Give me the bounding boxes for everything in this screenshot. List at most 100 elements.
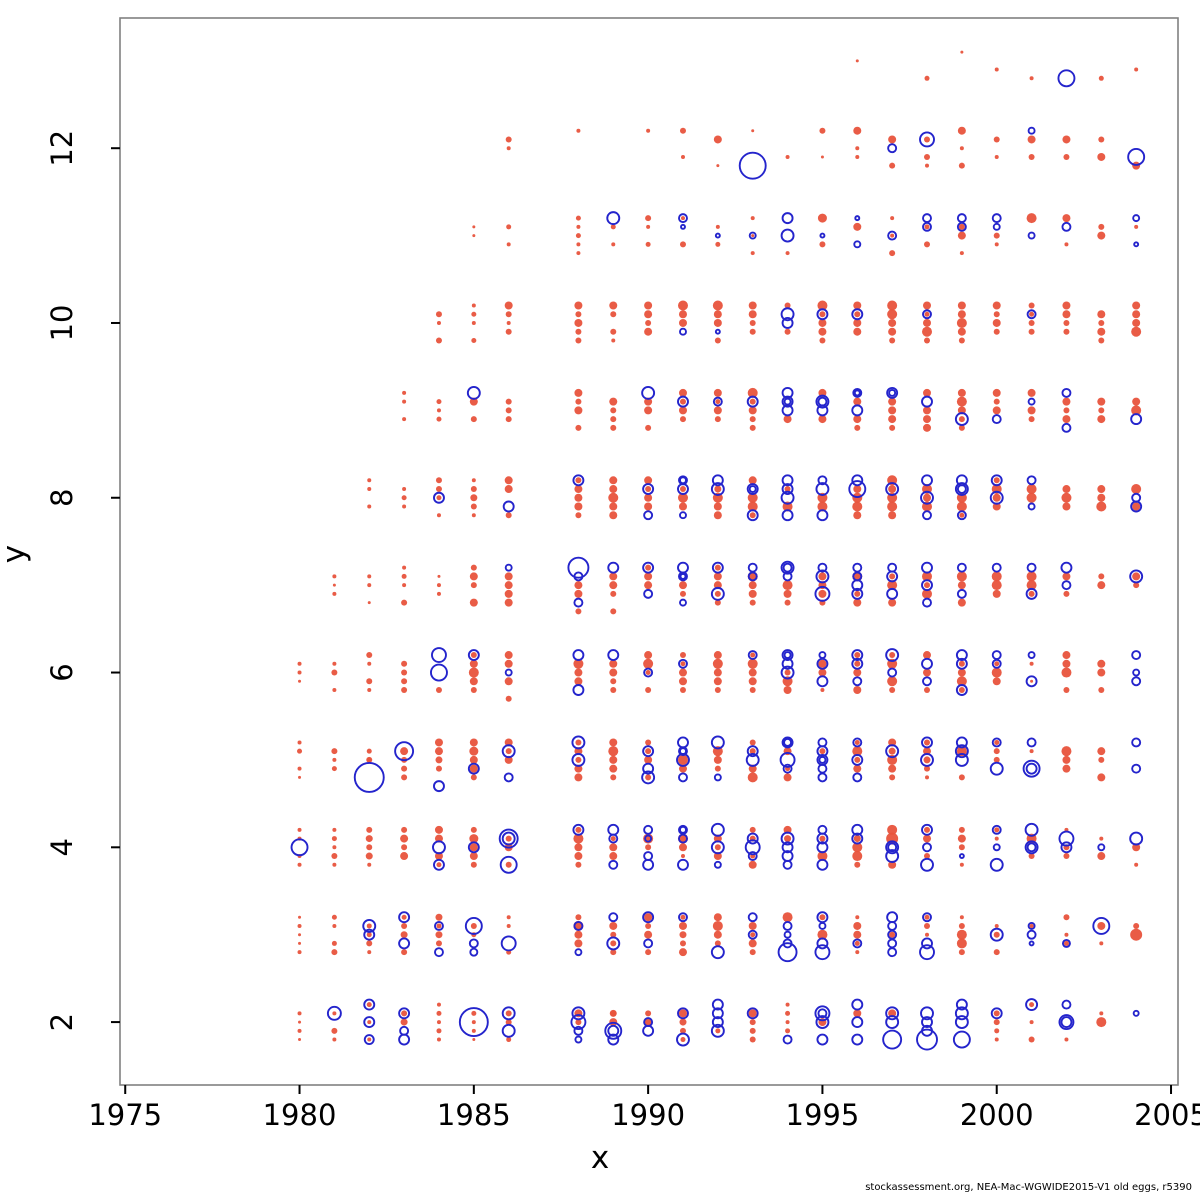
negative-residual-bubble — [679, 327, 687, 336]
positive-residual-bubble — [785, 1002, 790, 1007]
positive-residual-bubble — [610, 407, 617, 414]
positive-residual-bubble — [575, 756, 582, 763]
positive-residual-bubble — [818, 318, 827, 327]
positive-residual-bubble — [924, 914, 930, 920]
positive-residual-bubble — [610, 1010, 617, 1017]
negative-residual-bubble — [570, 1014, 587, 1031]
negative-residual-bubble — [921, 823, 933, 836]
positive-residual-bubble — [923, 834, 932, 843]
positive-residual-bubble — [853, 668, 862, 677]
negative-residual-bubble — [747, 851, 758, 861]
positive-residual-bubble — [680, 661, 686, 667]
positive-residual-bubble — [853, 764, 862, 773]
negative-residual-bubble — [955, 736, 968, 749]
positive-residual-bubble — [575, 233, 581, 239]
positive-residual-bubble — [610, 224, 616, 230]
positive-residual-bubble — [887, 676, 898, 687]
positive-residual-bubble — [645, 319, 652, 326]
positive-residual-bubble — [1029, 311, 1035, 317]
positive-residual-bubble — [367, 1020, 372, 1025]
positive-residual-bubble — [785, 1010, 791, 1016]
negative-residual-bubble — [885, 849, 900, 863]
positive-residual-bubble — [924, 136, 931, 143]
negative-residual-bubble — [1061, 221, 1072, 232]
positive-residual-bubble — [956, 317, 967, 328]
negative-residual-bubble — [782, 763, 793, 774]
negative-residual-bubble — [815, 394, 830, 409]
positive-residual-bubble — [506, 320, 511, 325]
negative-residual-bubble — [504, 668, 513, 677]
positive-residual-bubble — [888, 135, 897, 144]
positive-residual-bubble — [402, 487, 407, 492]
positive-residual-bubble — [817, 851, 828, 862]
negative-residual-bubble — [885, 1015, 900, 1030]
positive-residual-bubble — [645, 241, 651, 247]
negative-residual-bubble — [852, 938, 863, 949]
negative-residual-bubble — [643, 588, 654, 599]
negative-residual-bubble — [885, 648, 900, 663]
positive-residual-bubble — [610, 590, 617, 597]
positive-residual-bubble — [1062, 214, 1071, 223]
negative-residual-bubble — [989, 490, 1004, 505]
negative-residual-bubble — [852, 737, 863, 748]
positive-residual-bubble — [505, 328, 512, 335]
positive-residual-bubble — [749, 416, 756, 423]
positive-residual-bubble — [1132, 310, 1141, 319]
negative-residual-bubble — [746, 745, 759, 758]
positive-residual-bubble — [332, 862, 337, 867]
x-tick-label: 2005 — [1134, 1098, 1200, 1132]
positive-residual-bubble — [645, 844, 652, 851]
positive-residual-bubble — [784, 328, 791, 335]
positive-residual-bubble — [678, 921, 687, 930]
positive-residual-bubble — [469, 755, 478, 764]
positive-residual-bubble — [610, 416, 617, 423]
negative-residual-bubble — [1061, 422, 1072, 433]
positive-residual-bubble — [887, 309, 898, 320]
positive-residual-bubble — [1026, 213, 1037, 224]
positive-residual-bubble — [436, 583, 441, 588]
positive-residual-bubble — [435, 486, 442, 493]
positive-residual-bubble — [993, 931, 1000, 938]
positive-residual-bubble — [366, 1002, 372, 1008]
negative-residual-bubble — [816, 1033, 829, 1046]
negative-residual-bubble — [1129, 831, 1144, 846]
positive-residual-bubble — [505, 416, 512, 423]
positive-residual-bubble — [1097, 747, 1106, 756]
positive-residual-bubble — [958, 416, 965, 423]
positive-residual-bubble — [297, 827, 302, 832]
negative-residual-bubble — [746, 509, 759, 522]
positive-residual-bubble — [1097, 581, 1106, 590]
positive-residual-bubble — [574, 677, 583, 686]
positive-residual-bubble — [922, 326, 933, 337]
positive-residual-bubble — [574, 301, 583, 310]
positive-residual-bubble — [298, 1020, 302, 1024]
positive-residual-bubble — [436, 408, 441, 413]
positive-residual-bubble — [818, 668, 827, 677]
negative-residual-bubble — [572, 684, 585, 696]
positive-residual-bubble — [749, 748, 756, 755]
positive-residual-bubble — [505, 748, 512, 755]
negative-residual-bubble — [1061, 999, 1072, 1010]
negative-residual-bubble — [781, 841, 794, 854]
negative-residual-bubble — [1025, 998, 1039, 1012]
y-tick-label: 2 — [45, 1013, 79, 1031]
negative-residual-bubble — [921, 579, 933, 592]
positive-residual-bubble — [960, 50, 964, 54]
negative-residual-bubble — [816, 858, 829, 871]
negative-residual-bubble — [503, 772, 514, 783]
negative-residual-bubble — [677, 1007, 689, 1020]
positive-residual-bubble — [994, 923, 999, 928]
positive-residual-bubble — [751, 129, 755, 133]
positive-residual-bubble — [331, 940, 337, 946]
positive-residual-bubble — [959, 146, 964, 151]
positive-residual-bubble — [852, 851, 863, 862]
positive-residual-bubble — [471, 320, 476, 325]
positive-residual-bubble — [924, 739, 931, 746]
positive-residual-bubble — [888, 764, 897, 773]
positive-residual-bubble — [436, 1020, 441, 1025]
negative-residual-bubble — [362, 919, 377, 933]
positive-residual-bubble — [853, 415, 862, 424]
positive-residual-bubble — [472, 234, 476, 238]
positive-residual-bubble — [609, 397, 618, 406]
